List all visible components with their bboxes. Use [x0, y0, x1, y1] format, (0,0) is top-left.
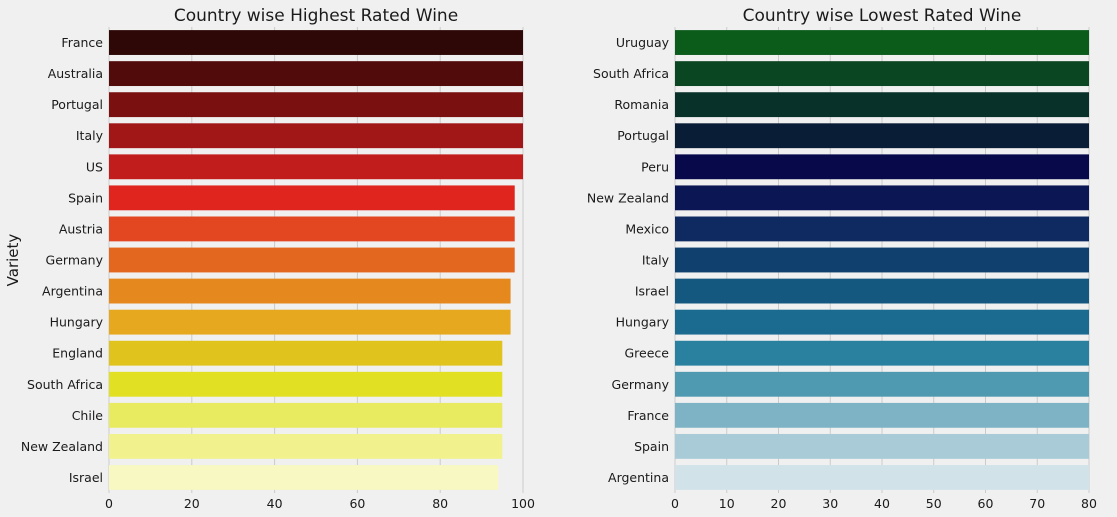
- y-tick-label: Peru: [641, 159, 669, 174]
- bar: [109, 216, 515, 242]
- bar: [109, 402, 503, 428]
- y-tick-label: Hungary: [50, 315, 104, 330]
- x-tick-label: 40: [874, 496, 890, 511]
- x-tick-label: 50: [926, 496, 942, 511]
- bar: [675, 465, 1089, 490]
- bar: [109, 185, 515, 211]
- y-tick-label: Mexico: [625, 221, 669, 236]
- y-tick-label: US: [86, 159, 103, 174]
- chart-title: Country wise Lowest Rated Wine: [743, 6, 1022, 26]
- chart-title: Country wise Highest Rated Wine: [174, 6, 458, 26]
- x-tick-label: 80: [432, 496, 448, 511]
- bar: [675, 61, 1089, 87]
- bar: [109, 154, 523, 180]
- y-tick-label: Germany: [612, 377, 670, 392]
- bar: [109, 92, 523, 118]
- y-tick-label: South Africa: [27, 377, 103, 392]
- bar: [675, 433, 1089, 459]
- bar: [109, 433, 503, 459]
- bar: [675, 309, 1089, 335]
- bar: [675, 278, 1089, 304]
- y-tick-label: Austria: [59, 221, 103, 236]
- y-tick-label: Israel: [635, 284, 669, 299]
- y-tick-label: Romania: [614, 97, 669, 112]
- bar: [109, 465, 499, 490]
- bar: [675, 185, 1089, 211]
- chart-highest-rated: Country wise Highest Rated Wine Variety …: [4, 6, 535, 511]
- bars: [109, 30, 523, 490]
- bar: [109, 61, 523, 87]
- x-tick-label: 60: [978, 496, 994, 511]
- y-tick-label: France: [61, 35, 103, 50]
- x-tick-label: 20: [184, 496, 200, 511]
- y-tick-label: Uruguay: [616, 35, 670, 50]
- y-tick-label: Argentina: [608, 470, 669, 485]
- bar: [675, 340, 1089, 366]
- bar: [675, 123, 1089, 149]
- y-tick-label: Australia: [48, 66, 103, 81]
- x-tick-label: 10: [719, 496, 735, 511]
- x-tick-label: 60: [349, 496, 365, 511]
- y-tick-label: Israel: [69, 470, 103, 485]
- y-tick-label: Argentina: [42, 284, 103, 299]
- bar: [675, 371, 1089, 397]
- bar: [109, 30, 523, 55]
- y-tick-label: South Africa: [593, 66, 669, 81]
- bar: [109, 340, 503, 366]
- y-tick-label: England: [52, 346, 103, 361]
- y-tick-labels: France Australia Portugal Italy US Spain Austr…: [21, 35, 104, 485]
- y-tick-label: New Zealand: [587, 190, 669, 205]
- bar: [675, 154, 1089, 180]
- chart-lowest-rated: Country wise Lowest Rated Wine Uruguay So…: [587, 6, 1097, 511]
- y-tick-label: France: [627, 408, 669, 423]
- x-tick-labels: 0 20 40 60 80 100: [105, 496, 535, 511]
- bars: [675, 30, 1089, 490]
- bar: [675, 216, 1089, 242]
- x-tick-label: 70: [1029, 496, 1045, 511]
- y-tick-label: Spain: [68, 190, 103, 205]
- x-tick-label: 0: [671, 496, 679, 511]
- y-tick-label: Italy: [642, 253, 670, 268]
- bar: [675, 402, 1089, 428]
- x-tick-labels: 0 10 20 30 40 50 60 70 80: [671, 496, 1097, 511]
- y-tick-label: Greece: [625, 346, 670, 361]
- bar: [109, 309, 511, 335]
- bar: [675, 247, 1089, 273]
- bar: [109, 278, 511, 304]
- y-tick-label: Portugal: [51, 97, 103, 112]
- bar: [109, 123, 523, 149]
- x-tick-label: 0: [105, 496, 113, 511]
- x-tick-label: 20: [771, 496, 787, 511]
- y-tick-label: New Zealand: [21, 439, 103, 454]
- y-tick-label: Spain: [634, 439, 669, 454]
- x-tick-label: 100: [511, 496, 535, 511]
- bar: [109, 247, 515, 273]
- bar: [675, 92, 1089, 118]
- bar: [109, 371, 503, 397]
- y-tick-label: Hungary: [616, 315, 670, 330]
- y-tick-labels: Uruguay South Africa Romania Portugal Peru Ne…: [587, 35, 670, 485]
- y-tick-label: Portugal: [617, 128, 669, 143]
- x-tick-label: 30: [822, 496, 838, 511]
- y-tick-label: Germany: [46, 253, 104, 268]
- x-tick-label: 80: [1081, 496, 1097, 511]
- bar: [675, 30, 1089, 55]
- y-axis-label: Variety: [4, 234, 22, 287]
- y-tick-label: Italy: [76, 128, 104, 143]
- y-tick-label: Chile: [72, 408, 104, 423]
- x-tick-label: 40: [267, 496, 283, 511]
